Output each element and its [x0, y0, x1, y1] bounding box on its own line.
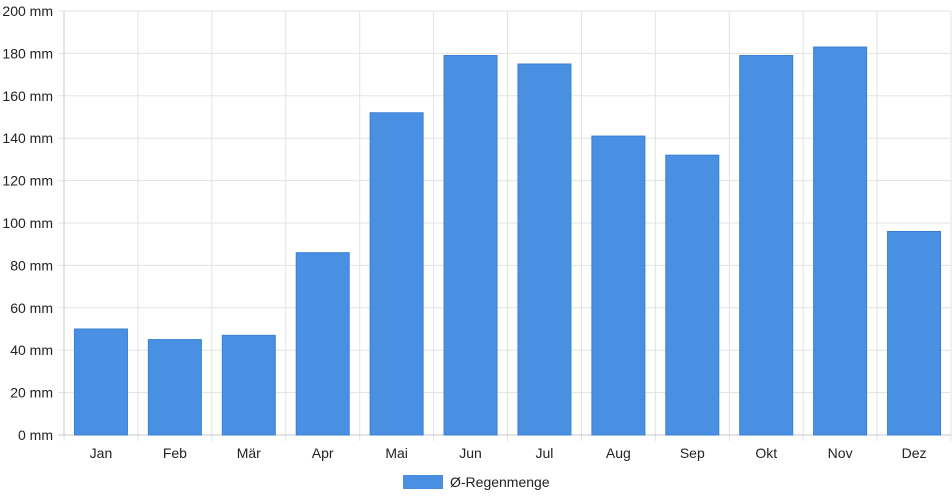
x-tick-label: Feb: [163, 445, 187, 461]
bar: [813, 46, 868, 436]
x-tick-label: Apr: [312, 445, 334, 461]
y-tick-label: 120 mm: [2, 173, 53, 189]
bar: [369, 112, 424, 436]
x-tick-label: Jul: [536, 445, 554, 461]
axes: [58, 11, 951, 436]
y-tick-labels: 0 mm 20 mm 40 mm 60 mm 80 mm 100 mm 120 mm 140 …: [2, 3, 53, 443]
legend-label[interactable]: Ø-Regenmenge: [450, 474, 550, 490]
x-tick-label: Jan: [90, 445, 113, 461]
bar: [591, 135, 646, 436]
bar: [295, 252, 350, 436]
y-tick-label: 140 mm: [2, 130, 53, 146]
y-tick-label: 40 mm: [10, 342, 53, 358]
x-tick-label: Jun: [459, 445, 482, 461]
bar: [147, 339, 202, 436]
bar: [887, 230, 942, 436]
bar: [739, 55, 794, 436]
x-tick-label: Sep: [680, 445, 705, 461]
y-tick-label: 100 mm: [2, 215, 53, 231]
y-tick-label: 60 mm: [10, 300, 53, 316]
x-tick-label: Okt: [755, 445, 777, 461]
x-tick-labels: Jan Feb Mär Apr Mai Jun Jul Aug Sep Okt Nov Dez: [90, 445, 927, 461]
y-tick-label: 80 mm: [10, 257, 53, 273]
y-tick-label: 160 mm: [2, 88, 53, 104]
bar: [665, 154, 720, 436]
x-tick-label: Mär: [237, 445, 261, 461]
y-tick-label: 200 mm: [2, 3, 53, 19]
x-tick-label: Mai: [385, 445, 408, 461]
y-tick-label: 180 mm: [2, 45, 53, 61]
bar: [517, 63, 572, 436]
bar: [443, 55, 498, 436]
bar: [221, 334, 276, 436]
bar: [73, 328, 128, 436]
y-tick-label: 0 mm: [18, 427, 53, 443]
legend-swatch[interactable]: [403, 475, 443, 489]
y-tick-label: 20 mm: [10, 385, 53, 401]
x-tick-label: Dez: [902, 445, 927, 461]
x-tick-label: Aug: [606, 445, 631, 461]
legend[interactable]: Ø-Regenmenge: [403, 474, 550, 490]
bars: [73, 46, 942, 436]
x-tick-label: Nov: [828, 445, 853, 461]
